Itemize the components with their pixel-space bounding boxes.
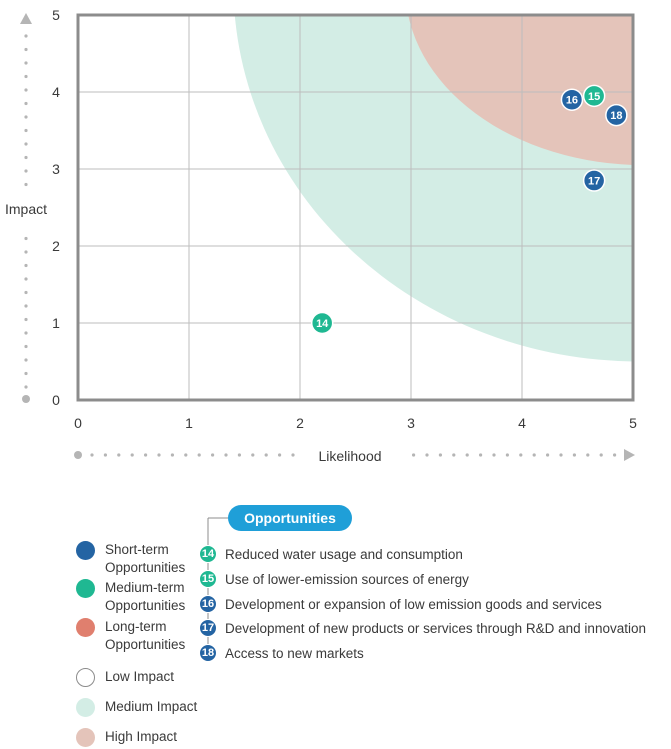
impact-zones (78, 15, 633, 400)
point-label: 16 (566, 95, 578, 107)
y-tick-label: 0 (52, 392, 60, 408)
legend-item-medium-term: Medium-term Opportunities (76, 579, 185, 615)
legend-label: Medium-term Opportunities (105, 580, 186, 613)
x-tick-label: 3 (407, 415, 415, 431)
opportunity-item: 17 Development of new products or servic… (199, 619, 646, 637)
x-tick-labels: 0 1 2 3 4 5 (74, 415, 637, 431)
legend-label: Low Impact (105, 669, 175, 684)
x-tick-label: 0 (74, 415, 82, 431)
data-point-17: 17 (582, 169, 606, 192)
point-marker (605, 103, 628, 127)
y-axis-arrow (20, 13, 32, 403)
y-tick-label: 3 (52, 161, 60, 177)
legend-item-low-impact: Low Impact (76, 668, 174, 687)
point-label: 15 (588, 91, 600, 103)
x-axis-label: Likelihood (318, 448, 381, 464)
x-tick-label: 1 (185, 415, 193, 431)
risk-matrix-chart: 0 1 2 3 4 5 0 1 2 3 4 5 Impact Likelihood 14 15 16 17… (5, 7, 637, 464)
arrow-right-icon (624, 449, 635, 461)
legend-label: High Impact (105, 729, 178, 744)
low-impact-swatch-icon (76, 668, 95, 687)
legend-label: Long-term Opportunities (105, 619, 186, 652)
point-label: 17 (588, 176, 600, 188)
legend-item-short-term: Short-term Opportunities (76, 541, 185, 577)
legend-item-high-impact: High Impact (76, 728, 177, 747)
opportunity-number-badge: 18 (199, 644, 217, 662)
y-tick-labels: 0 1 2 3 4 5 (52, 7, 60, 408)
opportunity-item: 16 Development or expansion of low emiss… (199, 595, 602, 613)
point-marker (582, 169, 606, 192)
opportunity-text: Reduced water usage and consumption (225, 546, 463, 562)
y-tick-label: 5 (52, 7, 60, 23)
chart-grid (78, 15, 633, 400)
arrow-up-icon (20, 13, 32, 24)
x-tick-label: 4 (518, 415, 526, 431)
opportunity-item: 18 Access to new markets (199, 644, 364, 662)
point-marker (310, 311, 334, 335)
x-axis-arrow (74, 449, 635, 461)
opportunity-number-badge: 17 (199, 619, 217, 637)
legend-label: Medium Impact (105, 699, 198, 714)
opportunity-text: Access to new markets (225, 645, 364, 661)
data-point-18: 18 (605, 103, 628, 127)
point-label: 14 (316, 318, 329, 330)
legend-item-medium-impact: Medium Impact (76, 698, 197, 717)
legend-label: Short-term Opportunities (105, 542, 186, 575)
opportunity-number-badge: 14 (199, 545, 217, 563)
point-marker (560, 88, 584, 111)
opportunity-number-badge: 16 (199, 595, 217, 613)
plot-frame (76, 13, 635, 402)
opportunity-item: 14 Reduced water usage and consumption (199, 545, 463, 563)
y-tick-label: 4 (52, 84, 60, 100)
data-point-16: 16 (560, 88, 584, 111)
point-label: 18 (610, 110, 622, 122)
x-tick-label: 5 (629, 415, 637, 431)
long-term-swatch-icon (76, 618, 95, 637)
point-marker (582, 84, 606, 108)
y-tick-label: 1 (52, 315, 60, 331)
short-term-swatch-icon (76, 541, 95, 560)
data-points: 14 15 16 17 18 (310, 84, 628, 335)
data-point-14: 14 (310, 311, 334, 335)
data-point-15: 15 (582, 84, 606, 108)
high-impact-swatch-icon (76, 728, 95, 747)
medium-impact-swatch-icon (76, 698, 95, 717)
opportunity-text: Use of lower-emission sources of energy (225, 571, 469, 587)
opportunities-title-badge: Opportunities (228, 505, 352, 531)
opportunity-number-badge: 15 (199, 570, 217, 588)
y-axis-label: Impact (5, 201, 47, 217)
opportunity-item: 15 Use of lower-emission sources of ener… (199, 570, 469, 588)
y-tick-label: 2 (52, 238, 60, 254)
legend-item-long-term: Long-term Opportunities (76, 618, 185, 654)
opportunity-text: Development or expansion of low emission… (225, 596, 602, 612)
high-impact-zone (408, 15, 633, 165)
x-tick-label: 2 (296, 415, 304, 431)
medium-term-swatch-icon (76, 579, 95, 598)
opportunity-text: Development of new products or services … (225, 620, 646, 636)
